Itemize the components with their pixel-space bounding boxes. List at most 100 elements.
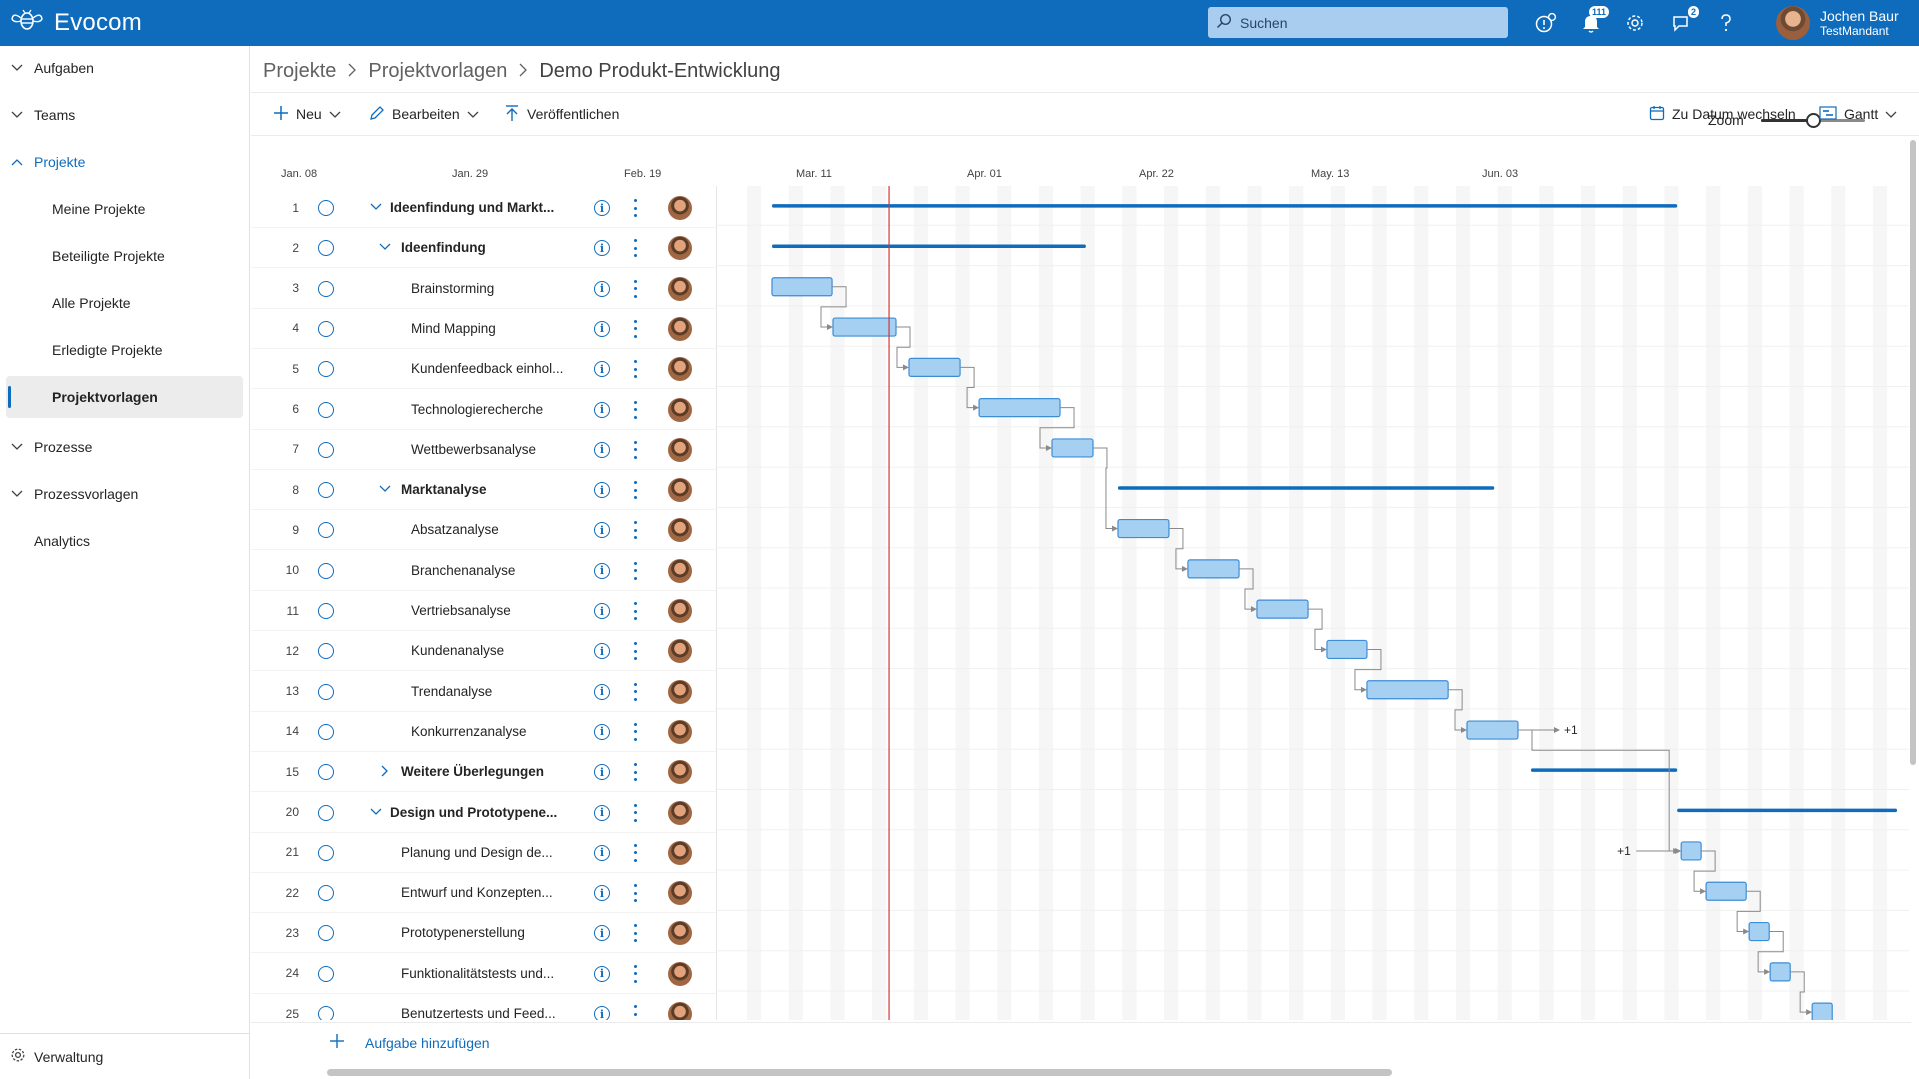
assignee-avatar[interactable]	[668, 639, 692, 664]
task-row[interactable]: 9 Absatzanalyse i	[251, 510, 716, 551]
info-icon[interactable]: i	[594, 441, 610, 458]
view-switcher[interactable]: Gantt	[1819, 93, 1897, 135]
user-menu[interactable]: Jochen Baur TestMandant	[1776, 4, 1899, 42]
info-icon[interactable]: i	[594, 522, 610, 539]
info-icon[interactable]: i	[594, 643, 610, 660]
task-row[interactable]: 13 Trendanalyse i	[251, 672, 716, 712]
task-complete-checkbox[interactable]	[318, 240, 334, 257]
task-name[interactable]: Prototypenerstellung	[401, 925, 525, 941]
task-complete-checkbox[interactable]	[318, 1006, 334, 1020]
chevron-down-icon[interactable]	[378, 240, 392, 254]
more-options-icon[interactable]	[632, 279, 638, 298]
more-options-icon[interactable]	[632, 682, 638, 701]
info-icon[interactable]: i	[594, 764, 610, 781]
task-row[interactable]: 4 Mind Mapping i	[251, 309, 716, 349]
task-row[interactable]: 20 Design und Prototypene... i	[251, 793, 716, 833]
task-name[interactable]: Wettbewerbsanalyse	[411, 441, 537, 457]
more-options-icon[interactable]	[632, 803, 638, 822]
more-options-icon[interactable]	[632, 964, 638, 983]
task-row[interactable]: 1 Ideenfindung und Markt... i	[251, 188, 716, 228]
assignee-avatar[interactable]	[668, 276, 692, 301]
info-icon[interactable]: i	[594, 723, 610, 740]
task-row[interactable]: 15 Weitere Überlegungen i	[251, 752, 716, 793]
more-options-icon[interactable]	[632, 521, 638, 540]
sidebar-item-aufgaben[interactable]: Aufgaben	[0, 47, 250, 89]
info-icon[interactable]: i	[594, 885, 610, 902]
breadcrumb-projektvorlagen[interactable]: Projektvorlagen	[368, 59, 508, 82]
task-row[interactable]: 2 Ideenfindung i	[251, 228, 716, 269]
more-options-icon[interactable]	[632, 722, 638, 741]
task-name[interactable]: Technologierecherche	[411, 401, 544, 417]
task-name[interactable]: Ideenfindung und Markt...	[390, 200, 555, 215]
more-options-icon[interactable]	[632, 360, 638, 379]
task-complete-checkbox[interactable]	[318, 965, 334, 982]
chevron-down-icon[interactable]	[369, 200, 383, 214]
task-name[interactable]: Design und Prototypene...	[390, 804, 558, 820]
info-icon[interactable]: i	[594, 683, 610, 700]
sidebar-item-beteiligte-projekte[interactable]: Beteiligte Projekte	[0, 235, 250, 277]
assignee-avatar[interactable]	[668, 599, 692, 623]
search-placeholder[interactable]: Suchen	[1240, 14, 1288, 31]
more-options-icon[interactable]	[632, 884, 638, 903]
assignee-avatar[interactable]	[668, 437, 692, 462]
chevron-right-icon[interactable]	[378, 764, 392, 778]
info-icon[interactable]: i	[594, 804, 610, 821]
more-options-icon[interactable]	[632, 481, 638, 500]
task-name[interactable]: Kundenfeedback einhol...	[411, 361, 564, 377]
task-complete-checkbox[interactable]	[318, 361, 334, 378]
task-complete-checkbox[interactable]	[318, 482, 334, 499]
task-row[interactable]: 24 Funktionalitätstests und... i	[251, 954, 716, 994]
task-name[interactable]: Benutzertests und Feed...	[401, 1006, 556, 1020]
goto-date-button[interactable]: Zu Datum wechseln	[1649, 93, 1796, 135]
sidebar-item-prozesse[interactable]: Prozesse	[0, 426, 250, 468]
assignee-avatar[interactable]	[668, 800, 692, 825]
task-row[interactable]: 22 Entwurf und Konzepten... i	[251, 873, 716, 914]
more-options-icon[interactable]	[632, 924, 638, 943]
task-complete-checkbox[interactable]	[318, 764, 334, 781]
task-name[interactable]: Weitere Überlegungen	[401, 764, 545, 780]
sidebar-item-analytics[interactable]: Analytics	[0, 520, 250, 562]
info-icon[interactable]: i	[594, 320, 610, 337]
more-options-icon[interactable]	[632, 561, 638, 580]
task-row[interactable]: 12 Kundenanalyse i	[251, 631, 716, 672]
info-icon[interactable]: i	[594, 965, 610, 982]
assignee-avatar[interactable]	[668, 558, 692, 583]
assignee-avatar[interactable]	[668, 961, 692, 986]
task-row[interactable]: 3 Brainstorming i	[251, 269, 716, 309]
info-icon[interactable]: i	[594, 562, 610, 579]
info-icon[interactable]: i	[594, 361, 610, 378]
task-row[interactable]: 7 Wettbewerbsanalyse i	[251, 430, 716, 470]
assignee-avatar[interactable]	[668, 518, 692, 543]
release-notes-icon[interactable]	[1532, 9, 1560, 37]
task-name[interactable]: Marktanalyse	[401, 482, 487, 498]
sidebar-item-projekte[interactable]: Projekte	[0, 141, 250, 183]
task-name[interactable]: Vertriebsanalyse	[411, 603, 511, 618]
chevron-down-icon[interactable]	[378, 482, 392, 496]
task-complete-checkbox[interactable]	[318, 603, 334, 619]
sidebar-item-alle-projekte[interactable]: Alle Projekte	[0, 282, 250, 324]
task-complete-checkbox[interactable]	[318, 885, 334, 902]
task-complete-checkbox[interactable]	[318, 844, 334, 861]
task-row[interactable]: 25 Benutzertests und Feed... i	[251, 994, 716, 1020]
sidebar-item-teams[interactable]: Teams	[0, 94, 250, 136]
notifications-icon[interactable]: 111	[1577, 6, 1609, 37]
more-options-icon[interactable]	[632, 400, 638, 419]
task-name[interactable]: Planung und Design de...	[401, 844, 553, 860]
assignee-avatar[interactable]	[668, 357, 692, 382]
task-complete-checkbox[interactable]	[318, 401, 334, 418]
task-name[interactable]: Trendanalyse	[411, 683, 493, 699]
assignee-avatar[interactable]	[668, 196, 692, 220]
horizontal-scrollbar[interactable]	[327, 1069, 1392, 1076]
assignee-avatar[interactable]	[668, 719, 692, 744]
more-options-icon[interactable]	[632, 602, 638, 620]
assignee-avatar[interactable]	[668, 760, 692, 785]
assignee-avatar[interactable]	[668, 840, 692, 865]
info-icon[interactable]: i	[594, 280, 610, 297]
sidebar-item-projektvorlagen[interactable]: Projektvorlagen	[6, 376, 243, 418]
more-options-icon[interactable]	[632, 199, 638, 217]
info-icon[interactable]: i	[594, 482, 610, 499]
task-complete-checkbox[interactable]	[318, 320, 334, 337]
breadcrumb-projekte[interactable]: Projekte	[263, 59, 337, 82]
task-name[interactable]: Konkurrenzanalyse	[411, 723, 527, 739]
chevron-down-icon[interactable]	[369, 805, 383, 819]
